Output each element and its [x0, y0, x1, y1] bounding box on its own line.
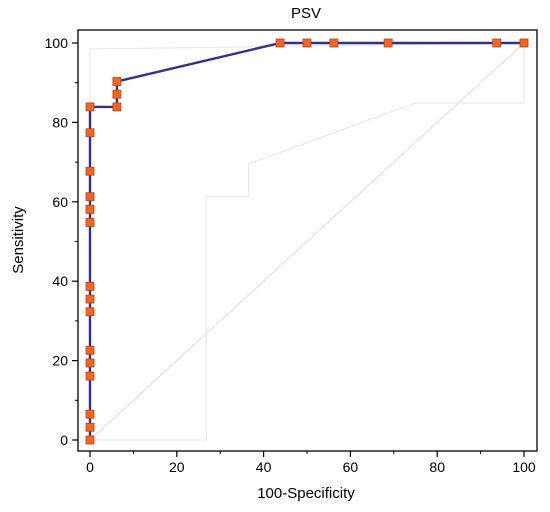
reference-diagonal-line — [89, 42, 525, 441]
roc-point — [112, 77, 122, 86]
roc-point — [85, 218, 95, 227]
x-tick-label: 60 — [343, 459, 359, 475]
y-tick-label: 0 — [60, 432, 68, 448]
roc-point — [519, 38, 529, 48]
roc-point — [85, 358, 95, 368]
reference-lines — [89, 42, 525, 441]
chart-title: PSV — [291, 5, 321, 22]
roc-point — [85, 371, 95, 381]
roc-point — [85, 192, 95, 202]
x-axis: 0 20 40 60 80 100 — [86, 451, 536, 475]
y-axis-label: Sensitivity — [10, 206, 27, 274]
roc-point — [85, 294, 95, 304]
x-tick-label: 0 — [86, 459, 94, 475]
roc-point — [492, 38, 502, 48]
roc-point — [112, 102, 122, 112]
y-tick-label: 80 — [52, 114, 68, 130]
roc-point — [85, 128, 95, 138]
roc-point — [85, 435, 95, 445]
y-tick-label: 60 — [52, 194, 68, 210]
roc-point — [85, 409, 95, 419]
roc-point — [85, 281, 95, 291]
roc-curve — [85, 38, 529, 445]
roc-point — [112, 89, 122, 99]
confidence-lower-line — [90, 43, 525, 441]
y-tick-label: 20 — [52, 353, 68, 369]
roc-point — [383, 38, 393, 48]
roc-point — [85, 166, 95, 176]
roc-point — [85, 204, 95, 214]
y-tick-label: 40 — [52, 273, 68, 289]
roc-point — [302, 38, 312, 48]
roc-point — [85, 345, 95, 355]
roc-point — [85, 102, 95, 112]
y-axis: 0 20 40 60 80 100 — [45, 35, 78, 448]
x-tick-label: 40 — [256, 459, 272, 475]
x-axis-label: 100-Specificity — [257, 485, 355, 502]
x-tick-label: 100 — [512, 459, 536, 475]
roc-point — [329, 38, 339, 48]
roc-point — [85, 422, 95, 432]
x-tick-label: 80 — [429, 459, 445, 475]
roc-point — [275, 38, 285, 48]
x-tick-label: 20 — [169, 459, 185, 475]
roc-point — [85, 307, 95, 317]
y-tick-label: 100 — [45, 35, 69, 51]
